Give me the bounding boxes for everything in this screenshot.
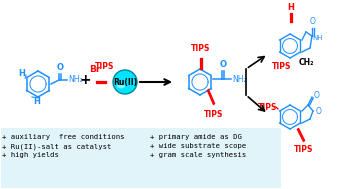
Text: O: O [310,17,316,26]
Text: +: + [79,73,91,87]
Text: TIPS: TIPS [272,62,292,71]
FancyBboxPatch shape [1,128,281,188]
Text: O: O [57,63,63,72]
Text: + primary amide as DG
+ wide substrate scope
+ gram scale synthesis: + primary amide as DG + wide substrate s… [150,134,246,158]
Text: TIPS: TIPS [294,145,314,154]
Text: + auxiliary  free conditions
+ Ru(II)-salt as catalyst
+ high yields: + auxiliary free conditions + Ru(II)-sal… [2,134,125,159]
Text: NH: NH [312,35,322,41]
Text: TIPS: TIPS [204,110,224,119]
Text: H: H [287,3,294,12]
Text: H: H [34,97,40,105]
Text: TIPS: TIPS [191,44,211,53]
Text: CH₂: CH₂ [298,58,314,67]
Circle shape [113,70,137,94]
Text: TIPS: TIPS [258,102,278,112]
Text: Br: Br [89,64,101,74]
Text: O: O [316,106,322,115]
Ellipse shape [117,84,125,88]
Text: NH₂: NH₂ [68,75,83,84]
Text: O: O [314,91,320,101]
Text: NH₂: NH₂ [232,74,247,84]
Text: O: O [220,60,226,69]
Text: H: H [19,70,25,78]
Text: TIPS: TIPS [95,62,115,71]
Text: Ru(II): Ru(II) [113,77,137,87]
